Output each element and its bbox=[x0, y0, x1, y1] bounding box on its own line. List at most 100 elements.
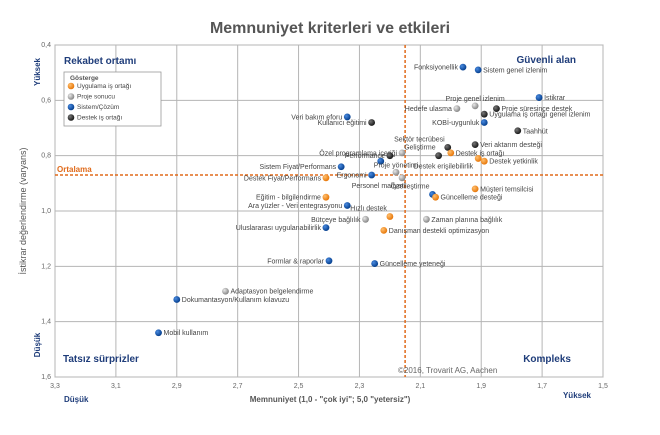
data-label: Destek yetkinlik bbox=[489, 159, 538, 166]
x-axis-high-label: Yüksek bbox=[563, 391, 592, 400]
x-tick-label: 1,9 bbox=[476, 383, 486, 390]
data-point bbox=[371, 260, 379, 267]
data-label: Uygulama iş ortağı genel izlenim bbox=[489, 112, 590, 119]
x-tick-label: 2,3 bbox=[355, 383, 365, 390]
data-point bbox=[493, 105, 500, 113]
y-axis-high-label: Yüksek bbox=[33, 57, 42, 86]
legend-marker-proje bbox=[67, 93, 75, 100]
data-label: Sektör tecrübesi bbox=[394, 136, 445, 143]
data-label: Proje yönetimi bbox=[374, 162, 419, 169]
quadrant-label-bottom-left: Tatsız sürprizler bbox=[63, 354, 139, 365]
data-point bbox=[471, 141, 479, 149]
data-point bbox=[471, 185, 479, 193]
data-label: Müşteri temsilcisi bbox=[480, 186, 534, 193]
data-label: Zaman planına bağlılık bbox=[431, 217, 502, 224]
y-tick-label: 1,6 bbox=[41, 374, 51, 381]
data-point bbox=[368, 171, 376, 179]
x-tick-label: 1,7 bbox=[537, 383, 547, 390]
data-point bbox=[398, 174, 406, 182]
data-point bbox=[337, 163, 345, 171]
data-point bbox=[386, 213, 394, 220]
data-label: Performance bbox=[345, 153, 385, 160]
data-point bbox=[325, 257, 333, 265]
legend-entry-proje: Proje sonucu bbox=[77, 94, 115, 101]
x-tick-label: 2,9 bbox=[172, 383, 182, 390]
axis-labels: Memnuniyet (1,0 - "çok iyi"; 5,0 "yeters… bbox=[18, 57, 592, 404]
mean-lines: Ortalama bbox=[55, 45, 603, 377]
data-label: Sistem genel izlenim bbox=[483, 67, 547, 74]
legend-marker-uygulama bbox=[67, 82, 75, 90]
y-tick-label: 0,4 bbox=[41, 42, 51, 49]
data-point bbox=[322, 174, 330, 182]
data-label: Proje süresince destek bbox=[501, 106, 572, 113]
data-label: Veri aktarım desteği bbox=[480, 142, 542, 149]
data-point bbox=[447, 149, 455, 157]
legend-marker-sistem bbox=[67, 103, 75, 111]
y-tick-label: 0,8 bbox=[41, 153, 51, 160]
y-tick-label: 1,4 bbox=[41, 319, 51, 326]
data-label: Destek Fiyat/Performans bbox=[244, 175, 322, 182]
data-point bbox=[398, 149, 406, 157]
y-tick-label: 1,0 bbox=[41, 208, 51, 215]
data-label: Proje genel izlenim bbox=[446, 96, 505, 103]
data-label: Uluslararası uygulanabilirlik bbox=[236, 225, 322, 232]
data-point bbox=[474, 66, 482, 74]
data-label: Taahhüt bbox=[523, 128, 548, 135]
data-label: Güncelleme desteği bbox=[441, 195, 503, 202]
y-axis-low-label: Düşük bbox=[33, 332, 42, 357]
data-label: Formlar & raporlar bbox=[267, 258, 324, 265]
data-label: Ergonomi bbox=[337, 173, 367, 180]
data-label: Veri bakım eforu bbox=[291, 114, 342, 121]
x-tick-label: 2,1 bbox=[415, 383, 425, 390]
data-label: Özel programlama içeriği bbox=[319, 149, 397, 157]
data-point bbox=[222, 287, 229, 295]
x-tick-label: 2,7 bbox=[233, 383, 243, 390]
mean-label: Ortalama bbox=[57, 165, 92, 174]
data-point bbox=[173, 296, 181, 303]
data-label: İstikrar bbox=[544, 93, 566, 102]
data-point bbox=[514, 127, 522, 135]
legend-entry-sistem: Sistem/Çözüm bbox=[77, 104, 119, 111]
data-label: Ara yüzler - Veri entegrasyonu bbox=[248, 203, 342, 210]
data-label: Eğitim - bilgilendirme bbox=[256, 195, 321, 202]
data-points: Fonksiyonellik Sistem genel izlenim İstikr… bbox=[155, 63, 591, 337]
copyright-text: ©2016, Trovarit AG, Aachen bbox=[398, 366, 497, 375]
data-label: Destek iş ortağı bbox=[456, 150, 505, 157]
y-axis-title: İstikrar değerlendirme (varyans) bbox=[18, 147, 28, 274]
data-label: KOBİ-uygunluk bbox=[432, 118, 480, 127]
data-label: Kullanıcı eğitimi bbox=[318, 120, 367, 127]
x-axis-low-label: Düşük bbox=[64, 395, 89, 404]
data-label: Hedefe ulasma bbox=[405, 106, 452, 113]
x-tick-label: 2,5 bbox=[294, 383, 304, 390]
data-point bbox=[386, 152, 394, 160]
data-label: Dokumantasyon/Kullanım kılavuzu bbox=[182, 297, 289, 304]
data-point bbox=[471, 102, 479, 110]
data-point bbox=[480, 110, 488, 118]
data-point bbox=[322, 224, 330, 232]
data-label: Hızlı destek bbox=[350, 206, 387, 213]
x-tick-label: 1,5 bbox=[598, 383, 608, 390]
data-point bbox=[377, 157, 385, 165]
x-tick-label: 3,1 bbox=[111, 383, 121, 390]
data-point bbox=[368, 119, 376, 126]
data-point bbox=[474, 155, 482, 162]
data-point bbox=[435, 152, 442, 160]
data-point bbox=[380, 226, 388, 234]
data-label: Sistem Fiyat/Performans bbox=[260, 164, 337, 171]
legend-box bbox=[63, 71, 162, 127]
data-point bbox=[535, 94, 543, 101]
data-label: Bütçeye bağlılık bbox=[311, 217, 361, 224]
quadrant-labels: Rekabet ortamı Güvenli alan Tatsız sürpriz… bbox=[63, 55, 576, 365]
data-point bbox=[423, 215, 430, 223]
grid-lines bbox=[54, 44, 604, 378]
x-tick-label: 3,3 bbox=[50, 383, 60, 390]
data-point bbox=[155, 329, 162, 337]
data-point bbox=[480, 119, 488, 126]
data-point bbox=[480, 157, 488, 165]
data-label: Güncelleme yeteneği bbox=[380, 261, 446, 268]
legend-title: Gösterge bbox=[70, 75, 99, 82]
data-point bbox=[432, 193, 439, 201]
data-point bbox=[392, 168, 400, 176]
